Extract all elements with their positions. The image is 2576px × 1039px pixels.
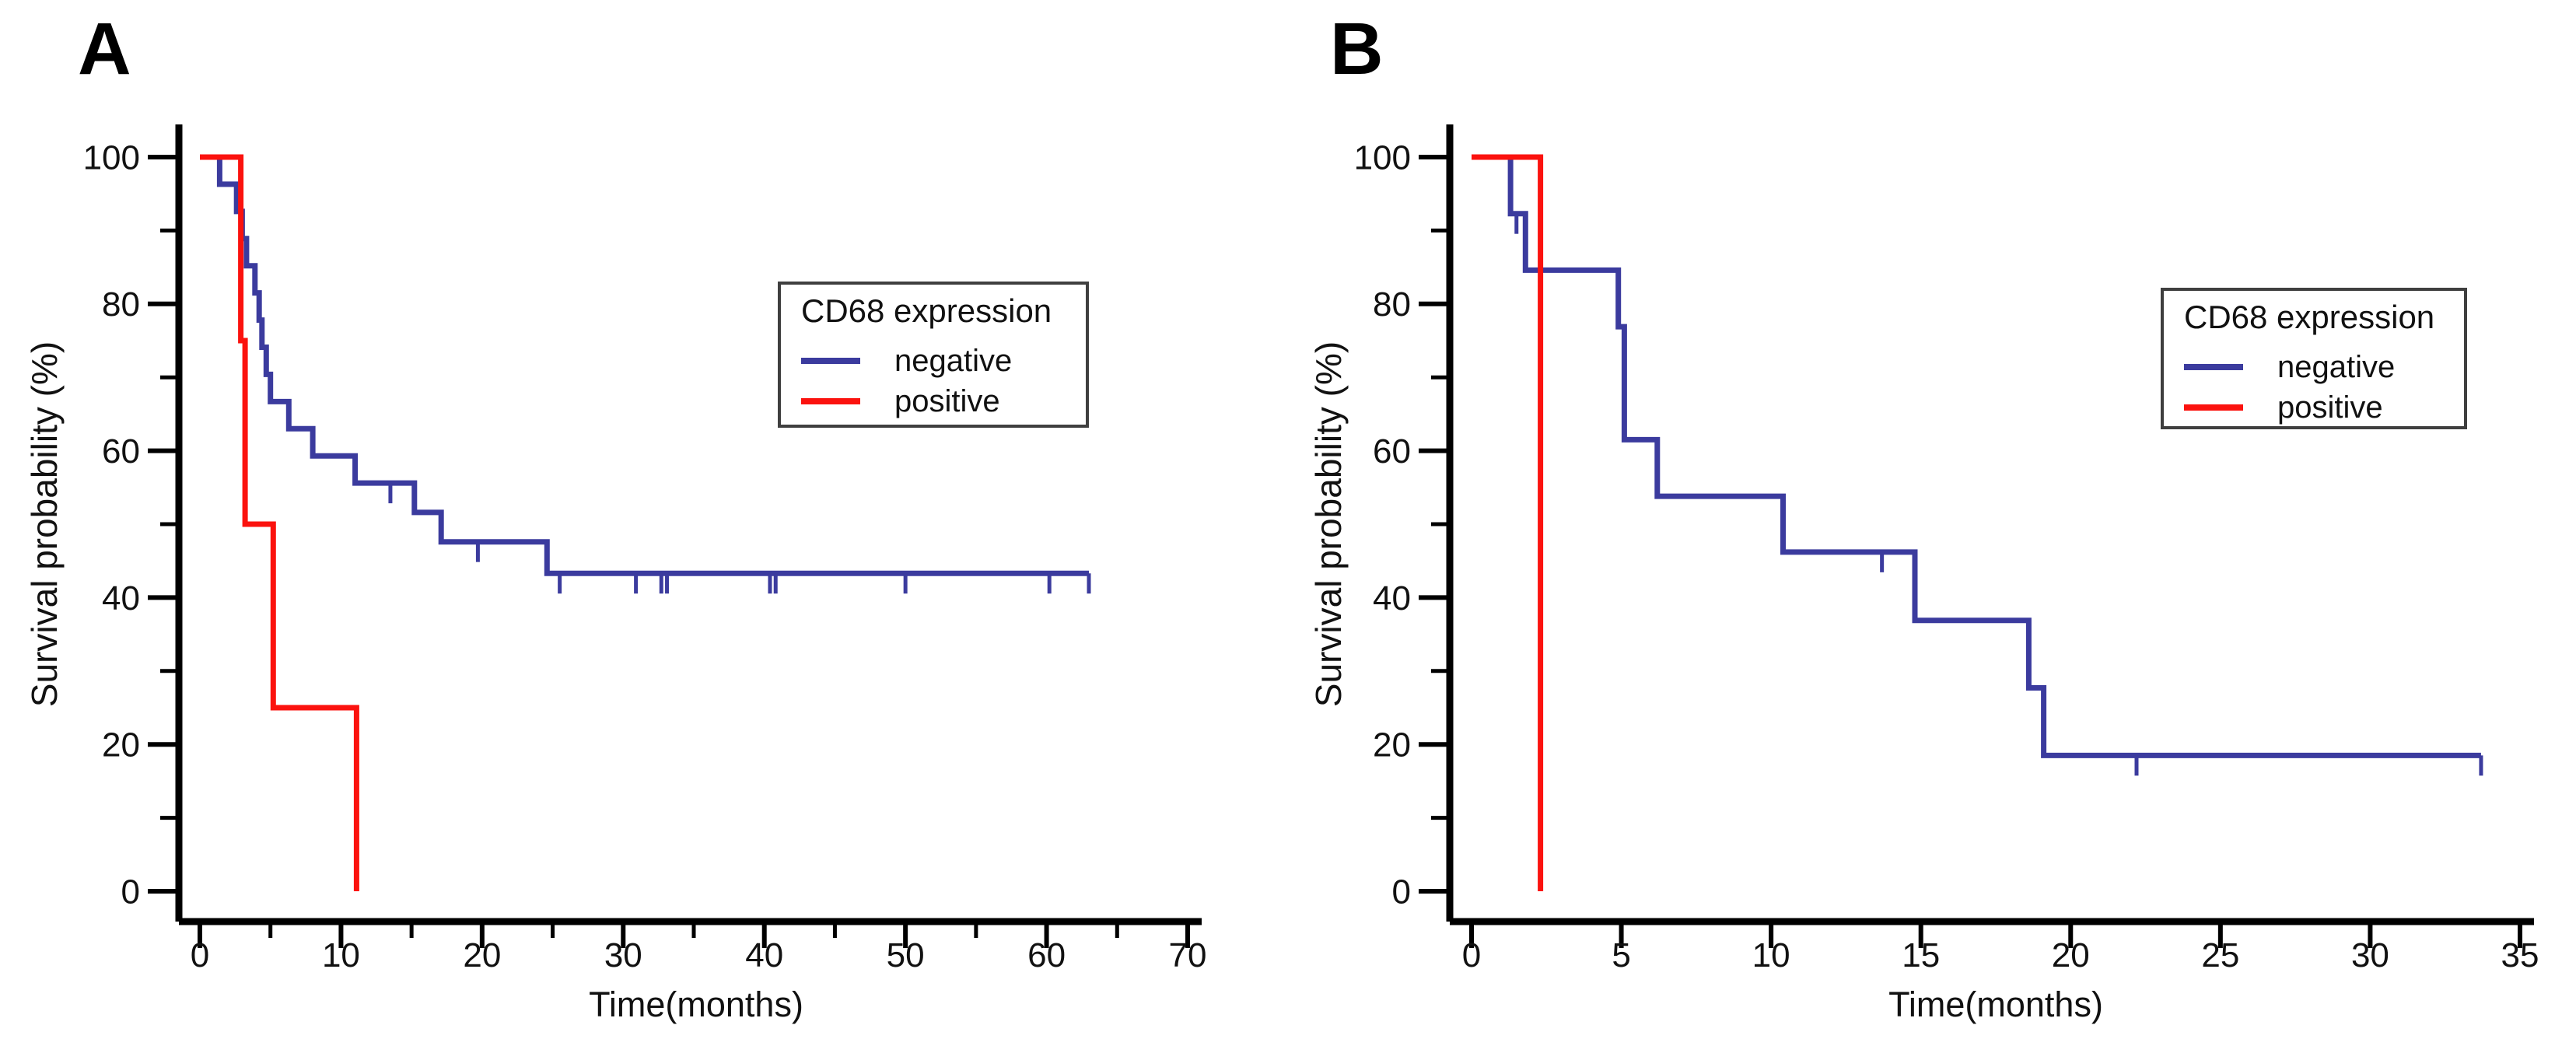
negative-line-sample [2184, 364, 2243, 370]
panel-a-x-axis-title: Time(months) [589, 985, 803, 1024]
panel-b-y-tick-label: 60 [1373, 432, 1411, 471]
legend-title: CD68 expression [2184, 299, 2435, 335]
panel-a-x-tick-label: 60 [1027, 936, 1066, 974]
panel-a-x-tick-label: 20 [463, 936, 501, 974]
panel-b-legend: CD68 expression negative positive [2161, 288, 2467, 429]
panel-a-x-tick-label: 70 [1169, 936, 1207, 974]
legend-item-positive: positive [2184, 387, 2464, 428]
panel-b-x-axis-title: Time(months) [1888, 985, 2103, 1024]
panel-a-y-axis-title: Survival probability (%) [24, 341, 65, 708]
panel-a-legend: CD68 expression negative positive [778, 282, 1089, 428]
legend-title: CD68 expression [801, 292, 1052, 329]
legend-item-negative: negative [801, 341, 1086, 381]
panel-b-x-tick-label: 0 [1462, 936, 1481, 974]
panel-a-y-tick-label: 100 [83, 138, 140, 177]
legend-item-label: positive [894, 383, 1000, 418]
panel-b-curve-negative [1472, 154, 2481, 758]
panel-b-curve-positive [1472, 154, 1544, 891]
panel-b-x-tick-label: 15 [1902, 936, 1940, 974]
panel-b-y-tick-label: 80 [1373, 285, 1411, 324]
legend-item-negative: negative [2184, 347, 2464, 387]
panel-b-y-tick-label: 100 [1354, 138, 1411, 177]
panel-b-y-tick-label: 0 [1392, 873, 1411, 911]
panel-a-y-tick-label: 0 [121, 873, 140, 911]
legend-item-label: negative [894, 343, 1013, 378]
positive-line-sample [2184, 404, 2243, 411]
panel-b-x-tick-label: 35 [2501, 936, 2539, 974]
panel-a-y-tick-label: 40 [102, 579, 140, 617]
legend-item-label: negative [2277, 349, 2396, 384]
panel-b-y-axis-title: Survival probability (%) [1308, 341, 1349, 708]
panel-b-x-tick-label: 10 [1752, 936, 1790, 974]
panel-a-y-tick-label: 60 [102, 432, 140, 471]
panel-a-y-tick-label: 80 [102, 285, 140, 324]
panel-b-x-tick-label: 30 [2351, 936, 2389, 974]
panel-b-label: B [1330, 8, 1384, 90]
legend-item-positive: positive [801, 381, 1086, 422]
panel-a-x-tick-label: 10 [322, 936, 360, 974]
panel-b-y-tick-label: 40 [1373, 579, 1411, 617]
panel-b-x-tick-label: 25 [2201, 936, 2239, 974]
panel-b-x-tick-label: 20 [2052, 936, 2090, 974]
panel-a-x-tick-label: 50 [887, 936, 925, 974]
panel-a-label: A [78, 8, 131, 90]
panel-a-x-tick-label: 0 [191, 936, 209, 974]
panel-b-x-tick-label: 5 [1612, 936, 1630, 974]
panel-b-y-tick-label: 20 [1373, 726, 1411, 764]
negative-line-sample [801, 358, 860, 364]
panel-a-x-tick-label: 30 [604, 936, 642, 974]
panel-a-x-tick-label: 40 [745, 936, 783, 974]
panel-a-y-tick-label: 20 [102, 726, 140, 764]
legend-item-label: positive [2277, 390, 2383, 425]
panel-a-curve-positive [200, 154, 359, 891]
positive-line-sample [801, 398, 860, 404]
